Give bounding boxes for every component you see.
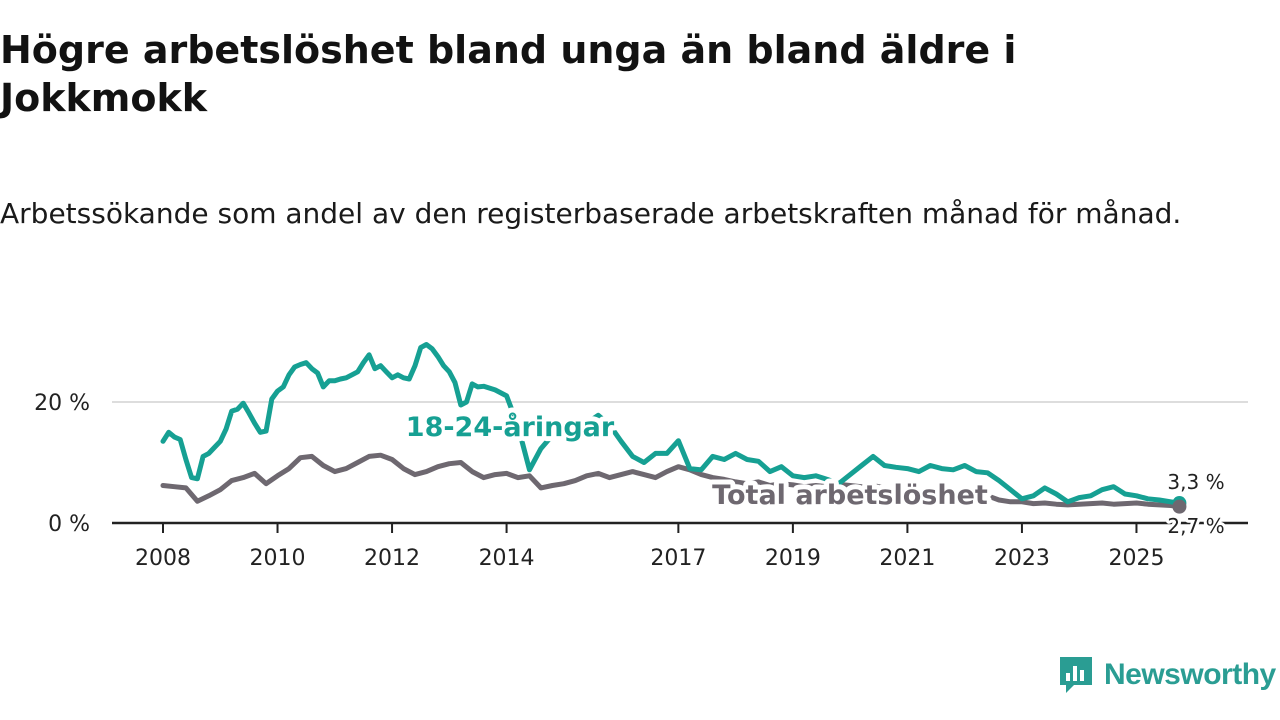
x-tick-label: 2012 [364,546,420,571]
x-tick-label: 2025 [1108,546,1164,571]
x-tick-label: 2021 [879,546,935,571]
series-label-youth-halo: 18-24-åringar [406,411,615,443]
x-tick-label: 2017 [650,546,706,571]
series-label-youth: 18-24-åringar [406,411,615,443]
end-label-youth-halo: 3,3 % [1167,470,1224,494]
end-label-youth: 3,3 % [1167,470,1224,494]
end-label-total: 2,7 % [1167,514,1224,538]
chart-subtitle: Arbetssökande som andel av den registerb… [0,197,1182,230]
axes: 0 % 20 % 2008 2010 2012 2014 2017 2019 2021 2023 2… [34,391,1248,571]
newsworthy-icon [1060,657,1092,693]
end-label-total-halo: 2,7 % [1167,514,1224,538]
series-label-total: Total arbetslöshet [712,480,988,511]
series-line-youth [160,342,1182,506]
newsworthy-logo: Newsworthy [1058,654,1276,696]
x-tick-label: 2019 [765,546,821,571]
x-tick-label: 2010 [250,546,306,571]
y-tick-label: 20 % [34,391,90,416]
series-label-total-halo: Total arbetslöshet [712,480,988,511]
series-lines [160,342,1187,514]
end-marker-total [1172,499,1187,514]
brand-name: Newsworthy [1104,658,1276,691]
chart-title: Högre arbetslöshet bland unga än bland ä… [0,28,1017,120]
series-line-total [160,452,1182,510]
x-tick-label: 2023 [994,546,1050,571]
x-tick-label: 2008 [135,546,191,571]
x-tick-label: 2014 [479,546,535,571]
y-tick-label: 0 % [48,512,90,537]
